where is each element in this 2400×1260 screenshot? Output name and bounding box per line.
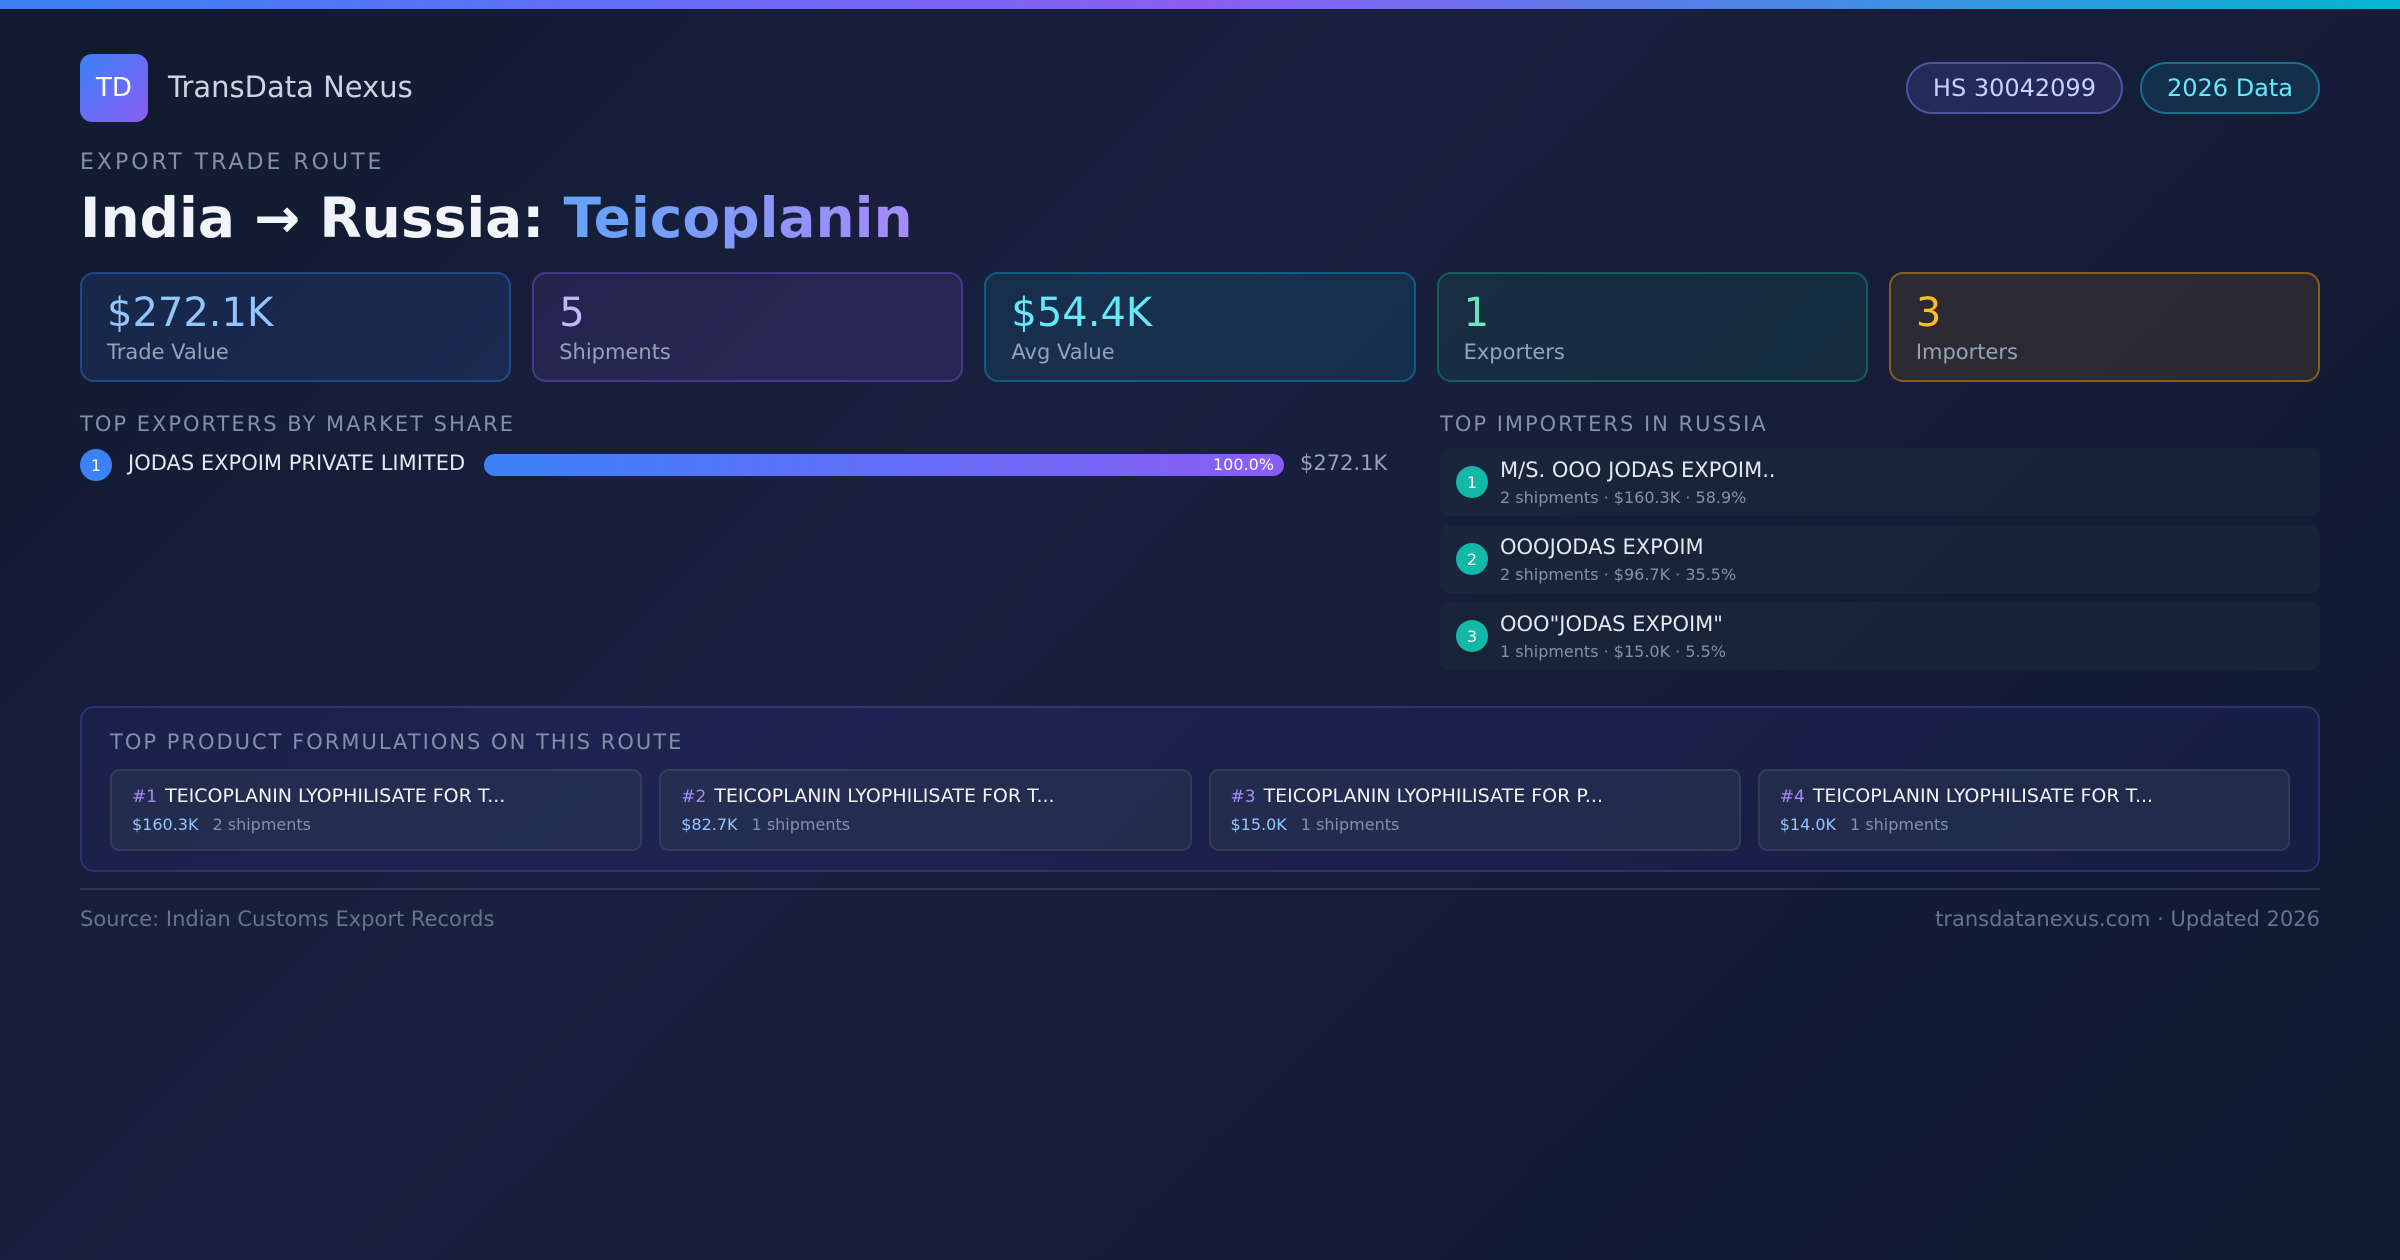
importer-name: OOOJODAS EXPOIM bbox=[1500, 535, 1704, 559]
importer-name: M/S. OOO JODAS EXPOIM.. bbox=[1500, 458, 1776, 482]
product-name: TEICOPLANIN LYOPHILISATE FOR T... bbox=[1812, 785, 2154, 807]
section-kicker: EXPORT TRADE ROUTE bbox=[80, 150, 385, 175]
hs-code-badge: HS 30042099 bbox=[1905, 62, 2123, 114]
page-title: India → Russia: Teicoplanin bbox=[80, 186, 913, 250]
product-value: $82.7K bbox=[681, 815, 738, 834]
product-value: $15.0K bbox=[1230, 815, 1287, 834]
stat-value: 3 bbox=[1915, 290, 1942, 336]
product-name: TEICOPLANIN LYOPHILISATE FOR P... bbox=[1263, 785, 1603, 807]
rank-badge: 3 bbox=[1456, 620, 1488, 652]
exporter-row[interactable]: 1 JODAS EXPOIM PRIVATE LIMITED 100.0% $2… bbox=[80, 448, 1387, 482]
product-card[interactable]: #1 TEICOPLANIN LYOPHILISATE FOR T... $160… bbox=[110, 769, 643, 851]
share-bar-track: 100.0% bbox=[484, 454, 1284, 476]
product-value: $14.0K bbox=[1779, 815, 1837, 834]
brand-name[interactable]: TransData Nexus bbox=[168, 70, 413, 104]
site-credit[interactable]: transdatanexus.com · Updated 2026 bbox=[1935, 907, 2320, 931]
importer-name: OOO"JODAS EXPOIM" bbox=[1500, 612, 1723, 636]
data-year-badge: 2026 Data bbox=[2139, 62, 2320, 114]
stat-value: 1 bbox=[1463, 290, 1490, 336]
product-shipments: 2 shipments bbox=[212, 815, 312, 834]
rank-badge: 1 bbox=[80, 449, 112, 481]
stat-value: 5 bbox=[559, 290, 585, 336]
footer-divider bbox=[80, 888, 2320, 890]
stat-label: Importers bbox=[1915, 340, 2019, 364]
exporter-value: $272.1K bbox=[1300, 451, 1388, 475]
importers-section: TOP IMPORTERS IN RUSSIA 1 M/S. OOO JODAS… bbox=[1440, 412, 2320, 670]
stat-card-trade-value: $272.1K Trade Value bbox=[80, 272, 512, 382]
stat-card-avg-value: $54.4K Avg Value bbox=[984, 272, 1416, 382]
product-grid: #1 TEICOPLANIN LYOPHILISATE FOR T... $160… bbox=[110, 769, 2290, 851]
product-formulations-panel: TOP PRODUCT FORMULATIONS ON THIS ROUTE #… bbox=[80, 706, 2320, 872]
rank-badge: 2 bbox=[1456, 543, 1488, 575]
stat-label: Trade Value bbox=[107, 340, 229, 364]
stat-label: Exporters bbox=[1463, 340, 1565, 364]
product-shipments: 1 shipments bbox=[1300, 815, 1400, 834]
product-shipments: 1 shipments bbox=[1850, 815, 1949, 834]
stats-row: $272.1K Trade Value 5 Shipments $54.4K A… bbox=[80, 272, 2321, 382]
route-text: India → Russia: bbox=[80, 186, 564, 250]
stat-value: $54.4K bbox=[1011, 290, 1153, 336]
product-rank: #4 bbox=[1779, 787, 1805, 807]
share-percent: 100.0% bbox=[1212, 455, 1274, 474]
product-name: Teicoplanin bbox=[563, 186, 913, 250]
product-shipments: 1 shipments bbox=[751, 815, 851, 834]
stat-label: Avg Value bbox=[1011, 340, 1115, 364]
product-card[interactable]: #2 TEICOPLANIN LYOPHILISATE FOR T... $82.… bbox=[659, 769, 1192, 851]
exporter-name: JODAS EXPOIM PRIVATE LIMITED bbox=[128, 451, 466, 475]
stat-label: Shipments bbox=[559, 340, 671, 364]
stat-card-shipments: 5 Shipments bbox=[532, 272, 964, 382]
importer-item[interactable]: 3 OOO"JODAS EXPOIM" 1 shipments · $15.0K… bbox=[1440, 602, 2320, 670]
brand-logo[interactable]: TD bbox=[80, 54, 148, 122]
importer-item[interactable]: 2 OOOJODAS EXPOIM 2 shipments · $96.7K ·… bbox=[1440, 525, 2320, 593]
stat-value: $272.1K bbox=[107, 290, 274, 336]
header: TD TransData Nexus HS 30042099 2026 Data bbox=[80, 54, 2320, 122]
importers-heading: TOP IMPORTERS IN RUSSIA bbox=[1440, 412, 1768, 436]
top-accent-bar bbox=[0, 0, 2400, 9]
importer-item[interactable]: 1 M/S. OOO JODAS EXPOIM.. 2 shipments · … bbox=[1440, 448, 2320, 516]
exporters-heading: TOP EXPORTERS BY MARKET SHARE bbox=[80, 412, 516, 436]
product-rank: #1 bbox=[132, 787, 158, 807]
product-card[interactable]: #3 TEICOPLANIN LYOPHILISATE FOR P... $15.… bbox=[1208, 769, 1741, 851]
product-value: $160.3K bbox=[132, 815, 199, 834]
products-heading: TOP PRODUCT FORMULATIONS ON THIS ROUTE bbox=[110, 730, 684, 754]
product-card[interactable]: #4 TEICOPLANIN LYOPHILISATE FOR T... $14.… bbox=[1757, 769, 2290, 851]
exporters-section: TOP EXPORTERS BY MARKET SHARE 1 JODAS EX… bbox=[80, 412, 1387, 481]
source-note: Source: Indian Customs Export Records bbox=[80, 907, 495, 931]
share-bar-fill: 100.0% bbox=[484, 454, 1284, 476]
product-rank: #2 bbox=[681, 787, 707, 807]
importer-meta: 2 shipments · $160.3K · 58.9% bbox=[1500, 488, 1747, 507]
product-name: TEICOPLANIN LYOPHILISATE FOR T... bbox=[165, 785, 506, 807]
stat-card-exporters: 1 Exporters bbox=[1436, 272, 1868, 382]
product-rank: #3 bbox=[1230, 787, 1256, 807]
importer-meta: 2 shipments · $96.7K · 35.5% bbox=[1500, 565, 1737, 584]
importer-meta: 1 shipments · $15.0K · 5.5% bbox=[1500, 642, 1726, 661]
stat-card-importers: 3 Importers bbox=[1888, 272, 2321, 382]
product-name: TEICOPLANIN LYOPHILISATE FOR T... bbox=[714, 785, 1055, 807]
badge-group: HS 30042099 2026 Data bbox=[1905, 62, 2320, 114]
rank-badge: 1 bbox=[1456, 466, 1488, 498]
